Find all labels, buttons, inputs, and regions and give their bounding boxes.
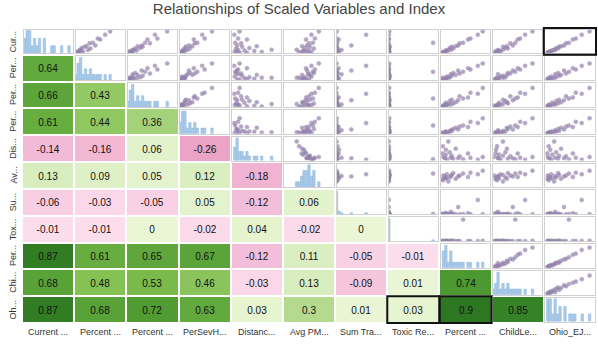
svg-text:0.05: 0.05 [142, 171, 162, 182]
svg-text:0.53: 0.53 [142, 278, 162, 289]
svg-text:-0.06: -0.06 [37, 197, 60, 208]
svg-text:0.9: 0.9 [459, 305, 473, 316]
svg-text:0.61: 0.61 [90, 251, 110, 262]
svg-text:Per...: Per... [8, 57, 18, 78]
svg-text:0: 0 [149, 224, 155, 235]
svg-text:Cur...: Cur... [8, 31, 18, 53]
svg-text:-0.09: -0.09 [350, 278, 373, 289]
svg-text:-0.12: -0.12 [246, 197, 269, 208]
svg-text:0.85: 0.85 [508, 305, 528, 316]
svg-text:-0.02: -0.02 [298, 224, 321, 235]
svg-text:0.04: 0.04 [247, 224, 267, 235]
svg-text:0.66: 0.66 [38, 90, 58, 101]
svg-text:0.68: 0.68 [90, 305, 110, 316]
svg-text:0.01: 0.01 [351, 305, 371, 316]
svg-text:Percent ...: Percent ... [445, 327, 486, 337]
svg-text:0.63: 0.63 [195, 305, 215, 316]
svg-text:-0.05: -0.05 [141, 197, 164, 208]
svg-text:0.03: 0.03 [247, 305, 267, 316]
svg-text:Chi...: Chi... [8, 272, 18, 293]
svg-text:0.43: 0.43 [90, 90, 110, 101]
svg-text:Percent ...: Percent ... [132, 327, 173, 337]
svg-text:-0.12: -0.12 [246, 251, 269, 262]
svg-text:-0.05: -0.05 [350, 251, 373, 262]
svg-text:Avg PM...: Avg PM... [290, 327, 329, 337]
svg-text:-0.18: -0.18 [246, 171, 269, 182]
svg-text:0.64: 0.64 [38, 63, 58, 74]
svg-text:0.44: 0.44 [90, 117, 110, 128]
svg-text:-0.01: -0.01 [37, 224, 60, 235]
svg-text:-0.01: -0.01 [89, 224, 112, 235]
svg-text:0.87: 0.87 [38, 305, 58, 316]
svg-text:0.11: 0.11 [300, 251, 319, 262]
svg-text:0.87: 0.87 [38, 251, 58, 262]
svg-text:Per...: Per... [8, 111, 18, 132]
svg-text:Ohio_EJ...: Ohio_EJ... [549, 327, 591, 337]
svg-text:Per...: Per... [8, 245, 18, 266]
svg-text:Tox...: Tox... [8, 219, 18, 241]
svg-text:-0.16: -0.16 [89, 144, 112, 155]
svg-text:Av...: Av... [9, 166, 19, 183]
svg-text:0.36: 0.36 [142, 117, 162, 128]
svg-text:Sum Tra...: Sum Tra... [340, 327, 382, 337]
svg-text:0.03: 0.03 [403, 305, 423, 316]
svg-text:Dis...: Dis... [8, 138, 18, 159]
svg-text:Distanc...: Distanc... [238, 327, 276, 337]
svg-text:0: 0 [358, 224, 364, 235]
svg-text:0.13: 0.13 [299, 278, 319, 289]
svg-text:Toxic Re...: Toxic Re... [392, 327, 434, 337]
svg-text:0.67: 0.67 [195, 251, 215, 262]
svg-text:0.06: 0.06 [142, 144, 162, 155]
svg-text:Su...: Su... [8, 193, 18, 212]
svg-text:Oh...: Oh... [8, 300, 18, 320]
svg-text:0.06: 0.06 [299, 197, 319, 208]
svg-text:-0.02: -0.02 [194, 224, 217, 235]
svg-text:-0.03: -0.03 [246, 278, 269, 289]
svg-text:-0.26: -0.26 [194, 144, 217, 155]
svg-text:0.3: 0.3 [302, 305, 316, 316]
svg-text:0.46: 0.46 [195, 278, 215, 289]
svg-text:-0.03: -0.03 [89, 197, 112, 208]
svg-text:Percent ...: Percent ... [80, 327, 121, 337]
svg-text:0.01: 0.01 [403, 278, 423, 289]
svg-text:0.68: 0.68 [38, 278, 58, 289]
svg-text:0.74: 0.74 [456, 278, 476, 289]
svg-text:Relationships of Scaled Variab: Relationships of Scaled Variables and In… [153, 0, 446, 17]
svg-text:0.09: 0.09 [90, 171, 110, 182]
svg-text:ChildLe...: ChildLe... [499, 327, 537, 337]
svg-text:0.61: 0.61 [38, 117, 58, 128]
svg-text:0.12: 0.12 [195, 171, 215, 182]
svg-text:Per...: Per... [8, 84, 18, 105]
svg-text:-0.14: -0.14 [37, 144, 60, 155]
svg-text:Current ...: Current ... [28, 327, 68, 337]
svg-text:0.05: 0.05 [195, 197, 215, 208]
svg-text:0.48: 0.48 [90, 278, 110, 289]
svg-text:0.13: 0.13 [38, 171, 58, 182]
svg-text:0.65: 0.65 [142, 251, 162, 262]
svg-text:PerSevH...: PerSevH... [183, 327, 227, 337]
svg-text:-0.01: -0.01 [402, 251, 425, 262]
svg-text:0.72: 0.72 [142, 305, 162, 316]
